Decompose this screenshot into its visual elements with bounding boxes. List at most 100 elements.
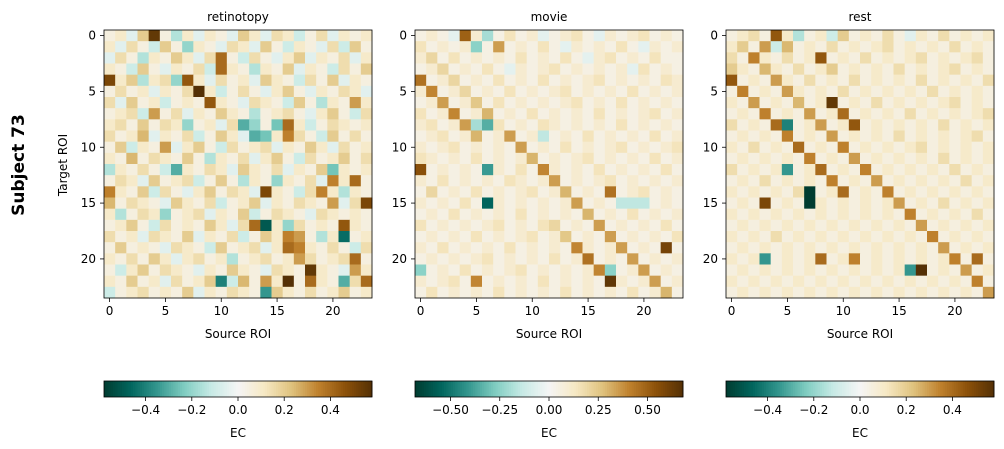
heatmap-cell [459,119,472,131]
heatmap-cell [537,152,550,165]
heatmap-cell [949,253,961,265]
heatmap-cell [349,264,362,277]
heatmap-cell [604,231,617,243]
heatmap-cell [971,197,984,210]
heatmap-cell [282,186,295,198]
heatmap-cell [649,30,662,42]
heatmap-cell [204,152,217,165]
heatmap-cell [770,175,783,187]
heatmap-cell [549,286,561,299]
heatmap-cell [115,242,127,254]
colorbar-segment [369,381,373,397]
heatmap-cell [493,30,505,42]
heatmap-cell [448,119,461,131]
colorbar-segment [781,381,785,397]
heatmap-cell [837,231,850,243]
heatmap-cell [360,186,373,198]
heatmap-cell [748,97,760,109]
heatmap-cell [649,286,662,299]
heatmap-cell [826,30,839,42]
heatmap-cell [349,74,362,87]
heatmap-cell [837,175,850,187]
heatmap-cell [815,275,827,288]
heatmap-cell [781,52,794,64]
colorbar-segment [835,381,839,397]
heatmap-cell [804,242,816,254]
heatmap-cell [671,175,684,187]
heatmap-cell [571,108,583,120]
heatmap-cell [815,286,827,299]
heatmap-cell [193,219,205,232]
colorbar-segment [162,381,165,397]
heatmap-cell [759,186,772,198]
heatmap-cell [526,197,539,210]
heatmap-cell [293,108,306,120]
heatmap-cell [882,152,894,165]
heatmap-cell [515,63,528,76]
heatmap-cell [204,30,217,42]
heatmap-cell [226,286,239,299]
colorbar-segment [293,381,297,397]
heatmap-cell [260,108,272,120]
colorbar-segment [195,381,199,397]
heatmap-cell [815,186,827,198]
heatmap-cell [338,152,351,165]
heatmap-cell [526,219,539,232]
heatmap-cell [137,152,150,165]
colorbar-segment [419,381,423,397]
colorbar-segment [752,381,756,397]
colorbar-segment [808,381,812,397]
heatmap-cell [837,41,850,53]
heatmap-cell [526,74,539,87]
heatmap-cell [249,186,261,198]
heatmap-cell [938,74,950,87]
heatmap-cell [649,152,662,165]
colorbar-segment [439,381,443,397]
heatmap-cell [305,74,317,87]
colorbar-segment [311,381,315,397]
heatmap-cell [904,175,917,187]
heatmap-cell [882,242,894,254]
heatmap-cell [971,175,984,187]
heatmap-cell [904,164,917,176]
colorbar-segment [231,381,234,397]
heatmap-cell [938,52,950,64]
colorbar-segment [609,381,612,397]
heatmap-cell [904,208,917,221]
heatmap-cell [338,119,351,131]
heatmap-cell [582,97,595,109]
heatmap-cell [271,208,284,221]
heatmap-cell [415,41,427,53]
heatmap-cell [448,85,461,98]
heatmap-cell [137,85,150,98]
heatmap-cell [415,264,427,277]
heatmap-cell [104,97,116,109]
heatmap-cell [293,130,306,143]
heatmap-cell [671,97,684,109]
heatmap-cell [582,186,595,198]
heatmap-cell [238,286,250,299]
colorbar-segment [144,381,147,397]
heatmap-cell [616,264,628,277]
heatmap-cell [415,242,427,254]
colorbar-segment [318,381,322,397]
heatmap-cell [726,97,738,109]
heatmap-cell [204,119,217,131]
heatmap-cell [238,175,250,187]
heatmap-cell [593,141,606,154]
colorbar-segment [506,381,510,397]
colorbar-segment [848,381,852,397]
heatmap-cell [215,74,228,87]
heatmap-cell [671,41,684,53]
colorbar-segment [421,381,425,397]
heatmap-cell [860,74,872,87]
colorbar-segment [229,381,232,397]
heatmap-cell [104,231,116,243]
heatmap-cell [126,219,138,232]
heatmap-cell [638,30,650,42]
heatmap-cell [560,52,572,64]
colorbar-segment [915,381,919,397]
heatmap-cell [182,141,194,154]
heatmap-cell [848,275,861,288]
colorbar-segment [345,381,348,397]
